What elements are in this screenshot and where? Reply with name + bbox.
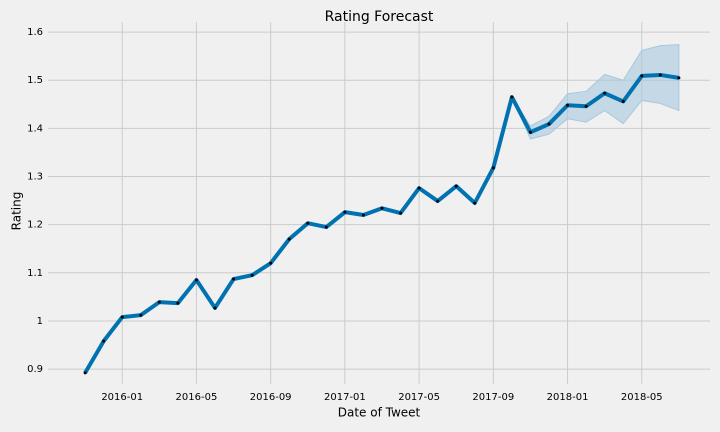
data-point — [250, 273, 254, 277]
data-point — [343, 210, 347, 214]
data-point — [176, 301, 180, 305]
data-point — [677, 76, 681, 80]
data-point — [640, 74, 644, 78]
y-tick-label: 0.9 — [27, 364, 43, 375]
data-point — [287, 237, 291, 241]
data-point — [232, 277, 236, 281]
data-point — [658, 73, 662, 77]
data-point — [417, 186, 421, 190]
data-point — [584, 104, 588, 108]
data-point — [491, 166, 495, 170]
x-tick-label: 2018-05 — [621, 392, 663, 403]
data-point — [547, 122, 551, 126]
x-tick-label: 2018-01 — [547, 392, 589, 403]
y-axis-label: Rating — [10, 192, 24, 231]
data-point — [120, 315, 124, 319]
data-point — [324, 225, 328, 229]
chart-title: Rating Forecast — [325, 9, 434, 25]
x-tick-label: 2016-05 — [176, 392, 218, 403]
data-point — [454, 184, 458, 188]
data-point — [306, 221, 310, 225]
y-tick-label: 1.5 — [27, 75, 43, 86]
data-point — [473, 201, 477, 205]
x-tick-label: 2017-09 — [472, 392, 514, 403]
data-point — [510, 95, 514, 99]
y-tick-label: 1.2 — [27, 220, 43, 231]
y-tick-label: 1.6 — [27, 27, 43, 38]
data-point — [83, 371, 87, 375]
y-tick-label: 1.4 — [27, 123, 43, 134]
data-point — [528, 130, 532, 134]
x-tick-label: 2017-01 — [324, 392, 366, 403]
data-point — [399, 211, 403, 215]
data-point — [603, 91, 607, 95]
data-point — [436, 199, 440, 203]
y-tick-label: 1.1 — [27, 268, 43, 279]
forecast-interval — [511, 44, 680, 140]
data-point — [139, 313, 143, 317]
y-tick-label: 1.3 — [27, 172, 43, 183]
data-point — [102, 339, 106, 343]
data-point — [269, 261, 273, 265]
data-point — [213, 306, 217, 310]
y-tick-label: 1 — [37, 316, 43, 327]
data-point — [380, 206, 384, 210]
x-tick-label: 2017-05 — [398, 392, 440, 403]
x-tick-label: 2016-09 — [250, 392, 292, 403]
data-point — [361, 213, 365, 217]
data-point — [157, 300, 161, 304]
x-tick-label: 2016-01 — [101, 392, 143, 403]
data-point — [621, 99, 625, 103]
x-axis-label: Date of Tweet — [338, 406, 421, 420]
data-point — [194, 278, 198, 282]
data-point — [566, 103, 570, 107]
